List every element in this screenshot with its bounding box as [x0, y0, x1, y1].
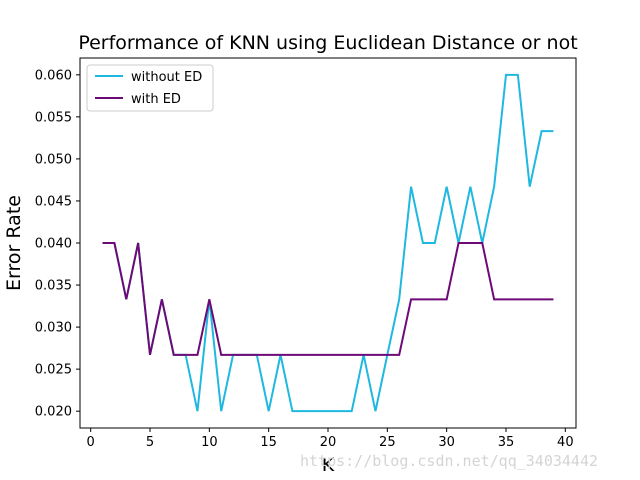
- y-tick-label: 0.025: [35, 363, 72, 378]
- x-tick-label: 40: [557, 435, 574, 450]
- plot-area: [79, 57, 577, 429]
- x-tick-label: 25: [379, 435, 396, 450]
- x-tick-label: 35: [498, 435, 515, 450]
- y-tick-label: 0.050: [35, 152, 72, 167]
- y-axis-ticks: 0.020 0.025 0.030 0.035 0.040 0.045 0.050 0.055…: [35, 68, 80, 420]
- legend-label-without-ed: without ED: [131, 70, 202, 85]
- y-tick-label: 0.045: [35, 194, 72, 209]
- series-line-with-ed: [102, 242, 554, 356]
- x-tick-label: 15: [260, 435, 277, 450]
- x-tick-label: 30: [438, 435, 455, 450]
- x-axis-ticks: 0 5 10 15 20 25 30 35 40: [87, 428, 574, 450]
- y-axis-label: Error Rate: [3, 195, 25, 291]
- x-tick-label: 0: [87, 435, 95, 450]
- x-tick-label: 10: [201, 435, 218, 450]
- chart-title: Performance of KNN using Euclidean Dista…: [78, 32, 577, 54]
- x-tick-label: 20: [320, 435, 337, 450]
- y-tick-label: 0.060: [35, 68, 72, 83]
- x-tick-label: 5: [146, 435, 154, 450]
- y-tick-label: 0.035: [35, 279, 72, 294]
- x-axis-label: K: [322, 454, 335, 476]
- series-lines: [102, 73, 554, 413]
- y-tick-label: 0.040: [35, 237, 72, 252]
- y-tick-label: 0.030: [35, 321, 72, 336]
- watermark: https://blog.csdn.net/qq_34034442: [300, 452, 598, 470]
- legend: without ED with ED: [86, 64, 214, 112]
- legend-label-with-ed: with ED: [131, 92, 181, 107]
- y-tick-label: 0.055: [35, 110, 72, 125]
- y-tick-label: 0.020: [35, 405, 72, 420]
